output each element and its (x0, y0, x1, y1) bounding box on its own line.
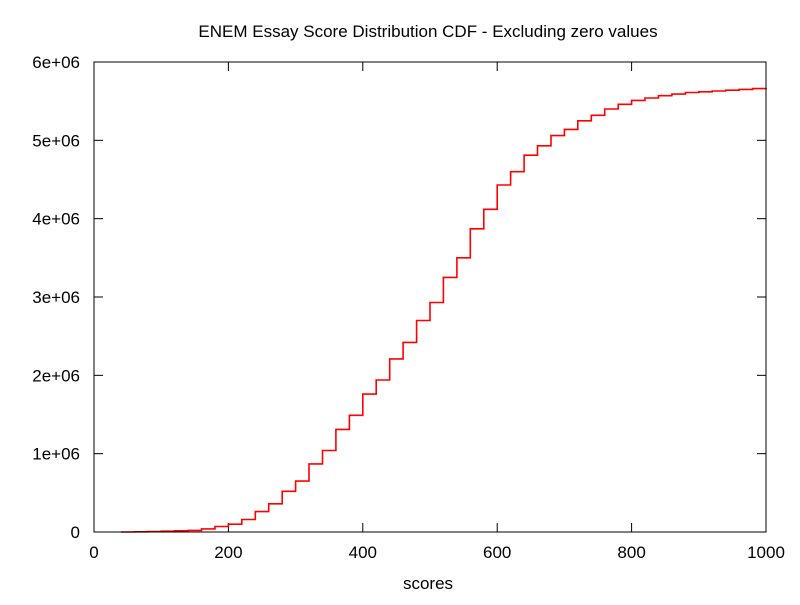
y-tick-label: 6e+06 (32, 53, 80, 72)
x-tick-label: 800 (617, 543, 645, 562)
chart-title: ENEM Essay Score Distribution CDF - Excl… (198, 22, 657, 41)
y-tick-label: 4e+06 (32, 210, 80, 229)
y-tick-label: 0 (71, 523, 80, 542)
series-layer (120, 87, 767, 533)
x-tick-label: 1000 (747, 543, 785, 562)
cdf-series-line (120, 87, 767, 533)
x-tick-label: 400 (349, 543, 377, 562)
y-tick-label: 2e+06 (32, 366, 80, 385)
axis-ticks: 0 200 400 600 800 1000 0 1e+06 2e+06 3e+06 4e+06 5e… (32, 53, 785, 562)
plot-frame (93, 61, 767, 533)
x-tick-label: 600 (483, 543, 511, 562)
x-tick-label: 200 (214, 543, 242, 562)
y-tick-label: 3e+06 (32, 288, 80, 307)
y-tick-label: 1e+06 (32, 445, 80, 464)
x-axis-label: scores (403, 574, 453, 593)
x-tick-label: 0 (89, 543, 98, 562)
y-tick-label: 5e+06 (32, 131, 80, 150)
